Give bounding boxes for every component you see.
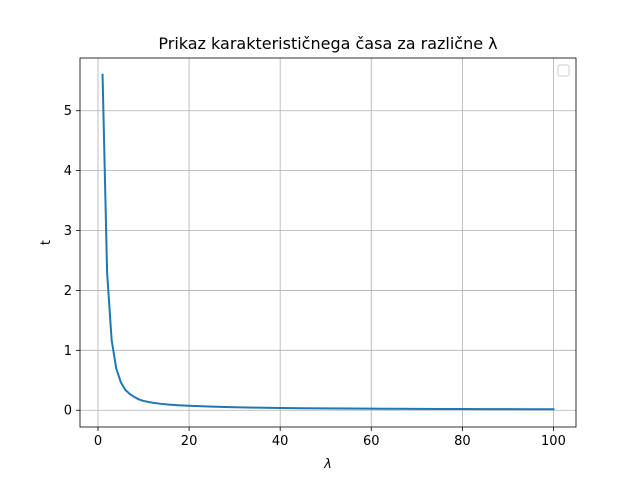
y-tick-label: 5: [64, 104, 72, 119]
y-tick-label: 3: [64, 224, 72, 239]
x-tick-label: 80: [454, 434, 471, 449]
series-line: [101, 73, 555, 411]
y-tick-label: 4: [64, 164, 72, 179]
x-axis-label: λ: [323, 457, 332, 472]
x-tick-label: 60: [363, 434, 380, 449]
y-axis-label: t: [39, 240, 54, 245]
y-tick-label: 1: [64, 344, 72, 359]
plot-lines: [101, 73, 555, 411]
axes-frame: [79, 57, 577, 428]
x-tick-label: 20: [181, 434, 198, 449]
grid: [80, 58, 576, 427]
legend-box: [557, 64, 570, 77]
y-tick-label: 0: [64, 404, 72, 419]
x-ticks: 0 20 40 60 80 100: [94, 427, 566, 449]
x-tick-label: 40: [272, 434, 289, 449]
x-tick-label: 0: [94, 434, 102, 449]
chart-title: Prikaz karakterističnega časa za različn…: [158, 34, 497, 53]
x-tick-label: 100: [541, 434, 566, 449]
y-tick-label: 2: [64, 284, 72, 299]
y-ticks: 0 1 2 3 4 5: [64, 104, 80, 419]
